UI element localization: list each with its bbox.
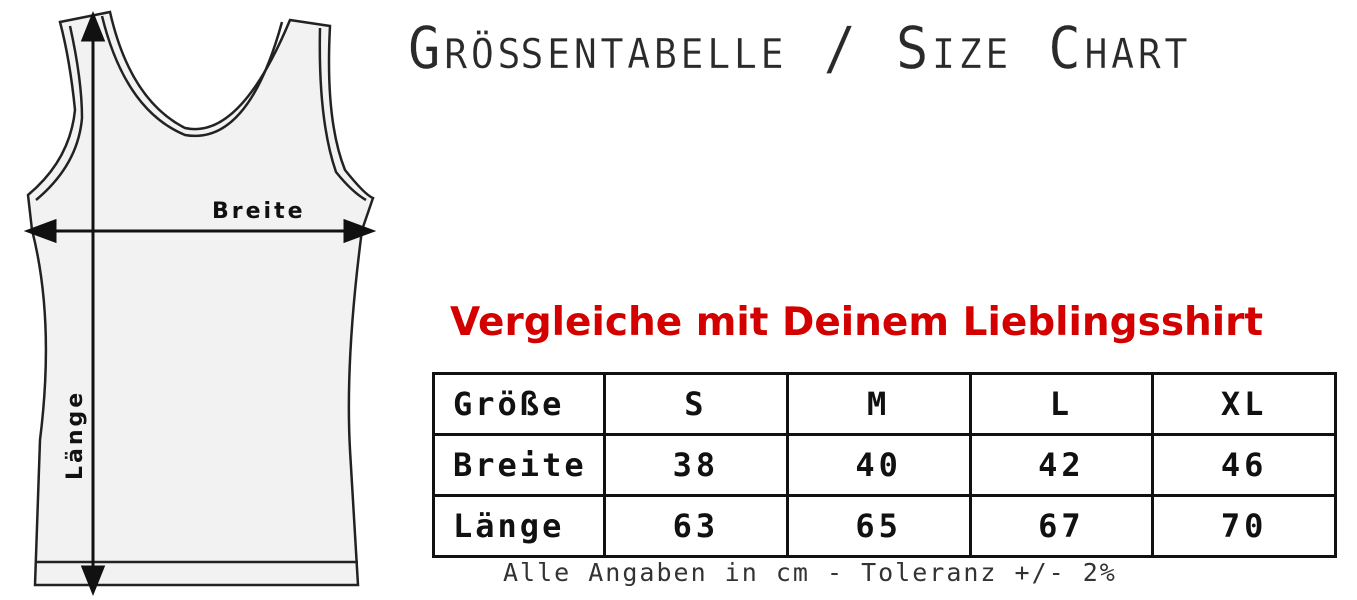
table-header-row: Größe S M L XL bbox=[432, 372, 1337, 436]
table-cell: 40 bbox=[785, 433, 972, 497]
header-cell: L bbox=[968, 372, 1155, 436]
table-cell: 38 bbox=[603, 433, 789, 497]
row-label: Breite bbox=[432, 433, 606, 497]
tolerance-note: Alle Angaben in cm - Toleranz +/- 2% bbox=[503, 558, 1117, 587]
table-cell: 42 bbox=[968, 433, 1155, 497]
page-title: Größentabelle / Size Chart bbox=[408, 14, 1192, 82]
header-cell: Größe bbox=[432, 372, 606, 436]
table-row: Breite 38 40 42 46 bbox=[432, 433, 1337, 497]
tank-top-outline bbox=[26, 10, 375, 587]
width-label: Breite bbox=[212, 199, 306, 224]
measure-arrows bbox=[23, 10, 377, 597]
table-cell: 65 bbox=[785, 494, 972, 558]
table-cell: 46 bbox=[1151, 433, 1337, 497]
table-cell: 70 bbox=[1151, 494, 1337, 558]
size-table: Größe S M L XL Breite 38 40 42 46 Länge … bbox=[432, 372, 1337, 558]
tank-top-diagram: Breite Länge bbox=[23, 10, 377, 597]
table-cell: 67 bbox=[968, 494, 1155, 558]
table-cell: 63 bbox=[603, 494, 789, 558]
header-cell: M bbox=[785, 372, 972, 436]
length-label: Länge bbox=[63, 390, 88, 480]
header-cell: XL bbox=[1151, 372, 1337, 436]
subtitle: Vergleiche mit Deinem Lieblingsshirt bbox=[450, 300, 1264, 345]
row-label: Länge bbox=[432, 494, 606, 558]
header-cell: S bbox=[603, 372, 789, 436]
table-row: Länge 63 65 67 70 bbox=[432, 494, 1337, 558]
